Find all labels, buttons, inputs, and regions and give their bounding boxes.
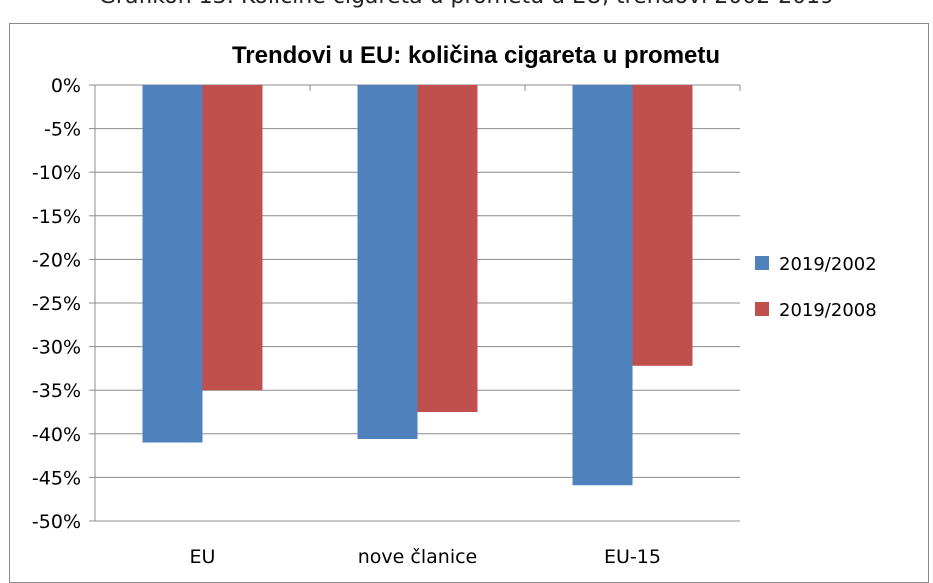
bar-2019-2008-1: [417, 85, 478, 412]
y-tick-label: -40%: [32, 424, 81, 446]
y-tick-label: -15%: [32, 206, 81, 228]
y-tick-label: -20%: [32, 249, 81, 271]
bar-2019-2008-2: [632, 85, 693, 366]
bar-2019-2002-2: [572, 85, 633, 486]
legend-swatch: [755, 256, 769, 270]
x-category-label: nove članice: [358, 546, 477, 567]
y-tick-label: -30%: [32, 337, 81, 359]
legend-label: 2019/2002: [779, 254, 877, 275]
y-tick-label: -25%: [32, 293, 81, 315]
chart-title: Trendovi u EU: količina cigareta u prome…: [232, 42, 720, 69]
bar-2019-2002-0: [142, 85, 203, 443]
legend-label: 2019/2008: [779, 300, 877, 321]
bar-chart: Trendovi u EU: količina cigareta u prome…: [32, 42, 877, 567]
y-tick-label: -35%: [32, 380, 81, 402]
bar-2019-2008-0: [202, 85, 263, 391]
x-category-label: EU: [190, 546, 216, 567]
y-tick-label: 0%: [51, 75, 81, 97]
y-tick-label: -50%: [32, 511, 81, 533]
legend-swatch: [755, 302, 769, 316]
x-category-label: EU-15: [604, 546, 661, 567]
bar-2019-2002-1: [357, 85, 418, 440]
y-tick-label: -5%: [44, 119, 81, 141]
figure-caption: Grafikon 13: Količine cigareta u prometu…: [0, 0, 933, 9]
y-tick-label: -45%: [32, 467, 81, 489]
y-tick-label: -10%: [32, 162, 81, 184]
